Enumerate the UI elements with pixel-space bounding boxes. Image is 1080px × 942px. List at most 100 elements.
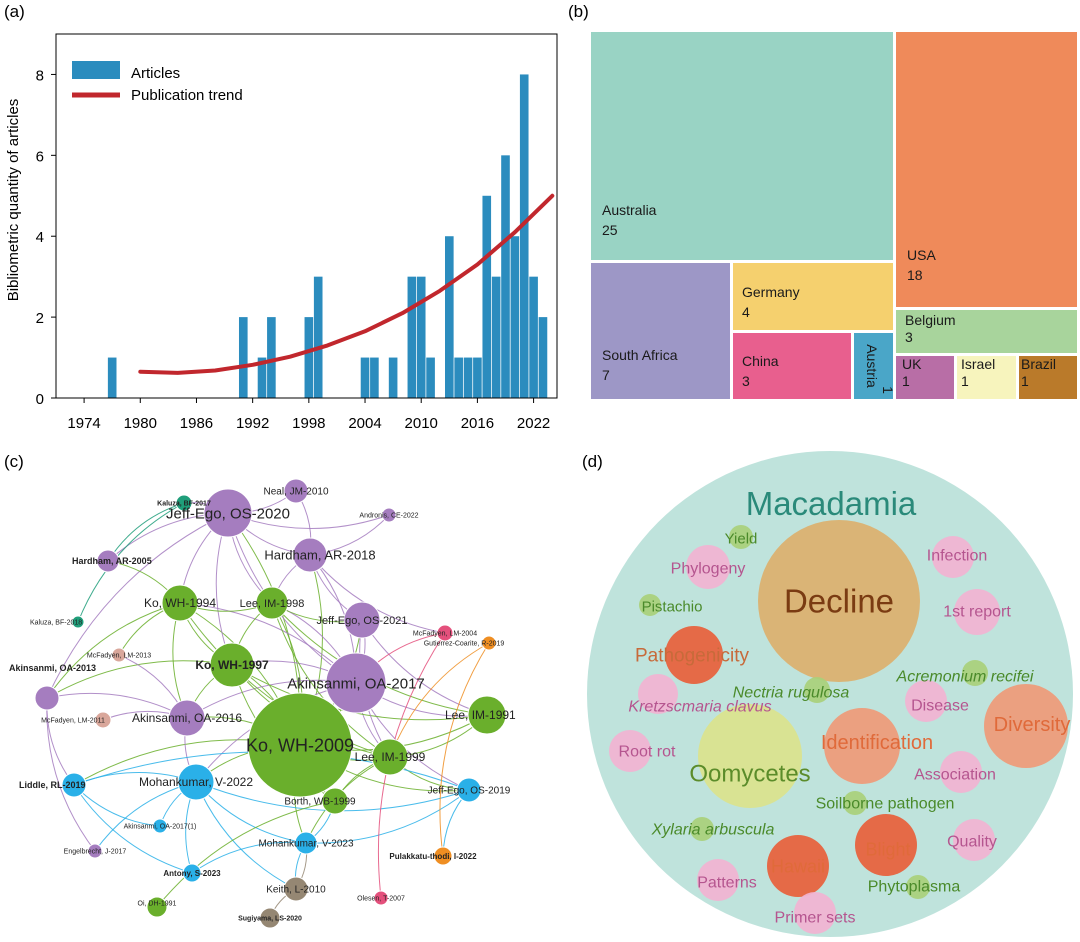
node-label: Akinsanmi, OA-2016	[132, 711, 242, 725]
bubble-soilborne-pathogen	[843, 791, 867, 815]
treemap-value: 4	[742, 304, 750, 320]
legend-bar-swatch	[72, 61, 120, 79]
bar-1977	[107, 357, 117, 398]
bar-2016	[473, 357, 482, 398]
node-label: McFadyen, LM-2013	[87, 652, 151, 659]
chart-d-keyword-bubbles: Macadamia Decline Oomycetes Identification D…	[587, 451, 1073, 937]
node-mcfadyen-lm-2004	[436, 624, 454, 642]
bar-2018	[491, 276, 501, 398]
node-label: Hardham, AR-2018	[264, 548, 375, 563]
x-tick-label: 2016	[461, 415, 494, 432]
bubble-primer-sets	[794, 892, 836, 934]
treemap-cell-belgium	[894, 308, 1079, 355]
node-label: Kaluza, BF-2017	[157, 500, 211, 507]
x-tick-label: 1998	[292, 415, 325, 432]
bar-2017	[482, 195, 492, 398]
treemap-label: South Africa	[602, 347, 678, 363]
bubble-label: Phylogeny	[671, 561, 746, 578]
bar-1998	[304, 317, 314, 398]
node-label: Sugiyama, LS-2020	[238, 915, 302, 922]
node-borth-wb-1999	[321, 787, 349, 815]
treemap-label: China	[742, 353, 779, 369]
bubble-label: Decline	[784, 583, 894, 620]
node-mohankumar-v-2022	[177, 763, 215, 801]
bubble-label: 1st report	[943, 604, 1011, 621]
node-label: Pulakkatu-thodi, I-2022	[389, 852, 477, 861]
treemap-cell-germany	[731, 261, 895, 332]
bubble-pistachio	[639, 594, 661, 616]
treemap-label: Austria	[864, 344, 880, 388]
node-ko-wh-1997	[209, 642, 255, 688]
bar-2011	[426, 357, 435, 398]
node-label: Gutierrez-Coarite, R-2019	[424, 640, 505, 647]
bar-2009	[407, 276, 417, 398]
node-label: Keith, L-2010	[266, 885, 326, 896]
treemap-cell-israel	[955, 354, 1018, 401]
bar-2004	[360, 357, 370, 398]
node-olesen-t-2007	[373, 890, 389, 906]
bubble-infection	[932, 536, 974, 578]
bubble-label: Primer sets	[775, 910, 856, 927]
treemap-value: 1	[902, 373, 910, 389]
node-jeff-ego-os-2019	[456, 777, 482, 803]
bubble-label: Quality	[947, 834, 997, 851]
node-label: Akinsanmi, OA-2013	[9, 663, 96, 673]
node-label: Ko, WH-2009	[246, 735, 354, 755]
legend-label-articles: Articles	[131, 65, 180, 82]
node-label: McFadyen, LM-2004	[413, 630, 477, 637]
node-label: Lee, IM-1999	[355, 750, 426, 764]
network-edge	[46, 602, 181, 699]
network-edge	[389, 642, 490, 758]
bubble-label: Xylaria arbuscula	[651, 822, 775, 839]
x-tick-label: 2022	[517, 415, 550, 432]
node-label: Hardham, AR-2005	[72, 556, 152, 566]
node-ko-wh-1994	[161, 584, 199, 622]
node-sugiyama-ls-2020	[259, 907, 281, 929]
bubble-nectria-rugulosa	[804, 677, 830, 703]
node-label: Ko, WH-1994	[144, 596, 216, 610]
bubble-label: Blight	[865, 839, 910, 859]
y-tick-label: 2	[36, 310, 44, 327]
bubble-hawaii	[767, 835, 829, 897]
node-gutierrez-coarite-r-2019	[481, 635, 497, 651]
panel-label-b: (b)	[568, 2, 589, 21]
node-label: Lee, IM-1998	[240, 598, 305, 610]
treemap-label: UK	[902, 356, 922, 372]
bubble-yield	[729, 525, 753, 549]
network-edge	[46, 697, 75, 786]
bubble-label: Root rot	[619, 744, 676, 761]
treemap-cell-usa	[894, 30, 1079, 309]
chart-a-bibliometric-bar-chart: 1974 1980 1986 1992 1998 2004 2010 2016 2022 0 2 4 6…	[5, 33, 558, 432]
treemap-cell-austria	[852, 331, 895, 401]
bar-1999	[313, 276, 323, 398]
node-label: McFadyen, LM-2011	[41, 717, 105, 724]
treemap-value: 1	[961, 373, 969, 389]
treemap-cell-brazil	[1017, 354, 1079, 401]
chart-c-citation-network: Ko, WH-2009 Jeff-Ego, OS-2020 Akinsanmi, O…	[9, 478, 516, 929]
bubble-label: Pathogenicity	[635, 646, 750, 667]
bubble-association	[940, 751, 982, 793]
network-edge	[305, 789, 470, 844]
y-tick-label: 4	[36, 229, 44, 246]
treemap-label: Brazil	[1021, 356, 1056, 372]
plot-frame	[55, 33, 558, 399]
x-tick-label: 1980	[124, 415, 157, 432]
bubble-label: Oomycetes	[689, 760, 810, 787]
node-label: Borth, WB-1999	[284, 797, 356, 808]
node-pulakkatu-thodi-i-2022	[433, 846, 453, 866]
bubble-identification	[824, 708, 900, 784]
trend-line	[138, 193, 555, 375]
treemap-cell-australia	[589, 30, 895, 262]
panel-label-a: (a)	[4, 2, 25, 21]
bubble-decline	[758, 520, 920, 682]
node-akinsanmi-oa-2017-1-	[152, 818, 168, 834]
bubble-phytoplasma	[906, 875, 930, 899]
node-label: Jeff-Ego, OS-2019	[428, 786, 511, 797]
node-label: Andronis, CE-2022	[359, 512, 418, 519]
node-label: Neal, JM-2010	[263, 487, 328, 498]
network-edge	[179, 602, 391, 758]
bubble-acremonium-recifei	[962, 660, 988, 686]
network-edge	[73, 784, 193, 874]
treemap-label: Belgium	[905, 312, 956, 328]
node-label: Jeff-Ego, OS-2020	[166, 505, 290, 522]
